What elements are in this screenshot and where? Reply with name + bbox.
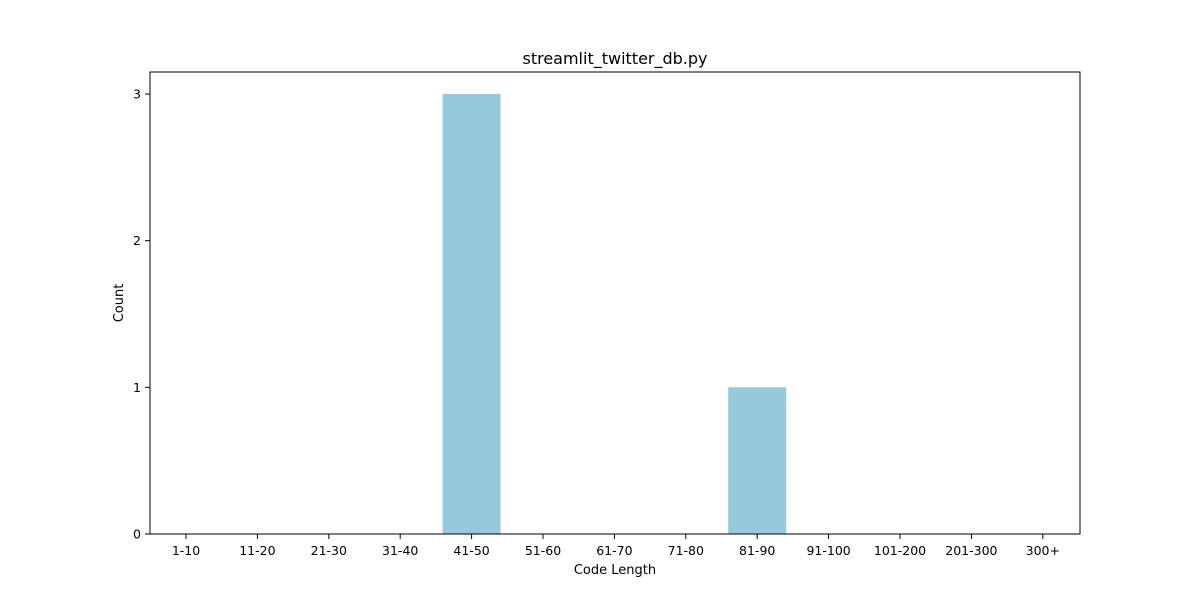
bar-81-90 — [728, 387, 787, 534]
bars-group — [442, 94, 787, 534]
x-tick-label: 31-40 — [382, 543, 418, 558]
y-tick-label: 3 — [133, 87, 141, 102]
x-tick-label: 300+ — [1026, 543, 1060, 558]
y-tick-label: 0 — [133, 527, 141, 542]
x-tick-label: 21-30 — [311, 543, 347, 558]
x-tick-label: 61-70 — [596, 543, 632, 558]
x-tick-label: 51-60 — [525, 543, 561, 558]
bar-41-50 — [442, 94, 501, 534]
x-tick-label: 201-300 — [945, 543, 997, 558]
x-axis-label: Code Length — [574, 563, 656, 578]
x-tick-label: 11-20 — [239, 543, 275, 558]
y-tick-label: 2 — [133, 233, 141, 248]
y-axis-label: Count — [112, 284, 127, 323]
x-tick-label: 41-50 — [453, 543, 489, 558]
x-tick-label: 1-10 — [172, 543, 200, 558]
x-ticks-group: 1-10 11-20 21-30 31-40 41-50 51-60 61-70 71-80 8… — [172, 534, 1060, 558]
plot-frame — [149, 71, 1081, 535]
x-tick-label: 71-80 — [668, 543, 704, 558]
x-tick-label: 101-200 — [874, 543, 926, 558]
y-ticks-group: 0 1 2 3 — [133, 87, 150, 542]
chart-title: streamlit_twitter_db.py — [522, 49, 707, 69]
x-tick-label: 81-90 — [739, 543, 775, 558]
y-tick-label: 1 — [133, 380, 141, 395]
x-tick-label: 91-100 — [806, 543, 850, 558]
plot-area: 1-10 11-20 21-30 31-40 41-50 51-60 61-70 71-80 8… — [133, 71, 1081, 558]
